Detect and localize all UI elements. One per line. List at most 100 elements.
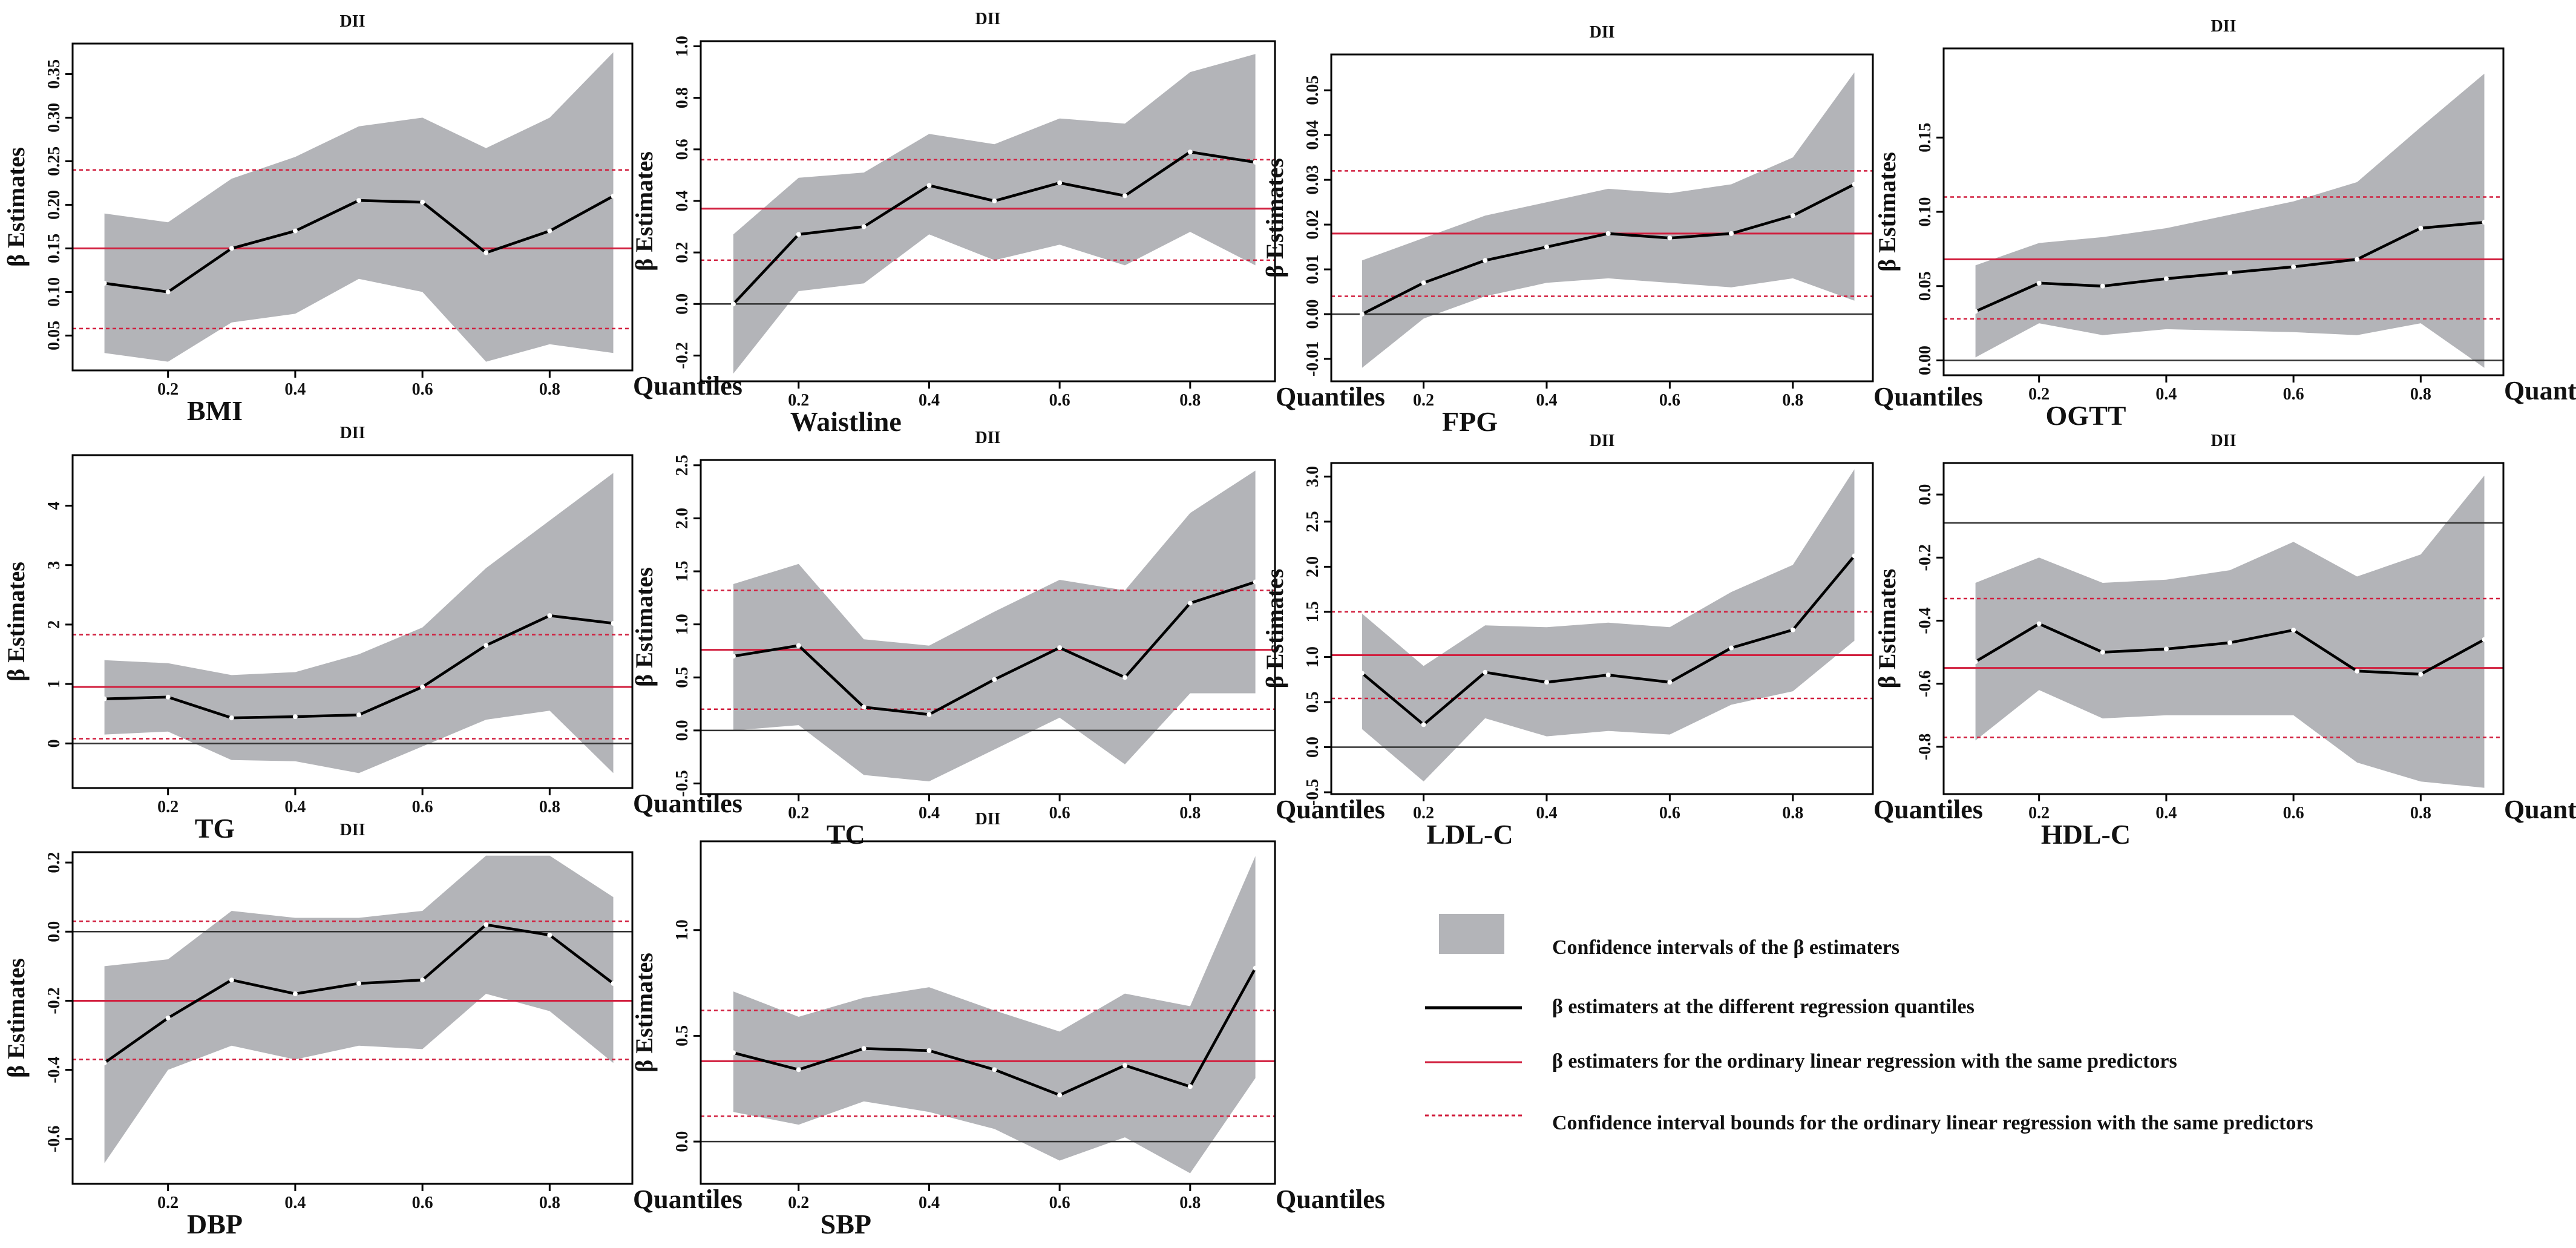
ci-band [733,54,1256,374]
x-tick-label: 0.2 [788,804,809,823]
y-tick-label: -0.2 [673,342,692,369]
ci-band [1975,73,2485,368]
x-tick-label: 0.6 [1049,391,1070,410]
y-tick-label: 1.0 [1303,646,1322,668]
y-axis-label: β Estimates [631,953,658,1072]
panel-title: DII [339,821,365,839]
panels: 0.2 0.4 0.6 0.80.050.100.150.200.250.300.35… [2,10,2576,1240]
quantile-point [1421,722,1426,727]
x-tick-label: 0.4 [919,804,940,823]
quantile-point [730,1050,736,1056]
y-tick-label: 1.0 [673,614,692,635]
quantile-point [102,281,107,286]
panel-sbp: 0.2 0.4 0.6 0.8 0.0 0.5 1.0 DII β Estimates Quant… [631,810,1385,1240]
y-tick-label: 0 [45,739,64,747]
x-axis-label: Quantiles [1276,382,1385,412]
y-tick-label: 0.05 [1916,271,1935,301]
legend-line-label: β estimaters at the different regression… [1552,996,1975,1018]
quantile-point [796,1067,801,1072]
ci-band [733,856,1256,1174]
quantile-point [1729,645,1734,651]
legend-ci-label: Confidence interval bounds for the ordin… [1552,1112,2313,1134]
variable-name: LDL-C [1426,819,1513,850]
y-tick-label: 0.00 [1916,346,1935,375]
quantile-point [1122,1063,1127,1068]
x-tick-label: 0.8 [539,380,560,399]
quantile-point [229,246,234,251]
quantile-point [1667,680,1673,685]
y-axis-label: β Estimates [2,147,30,267]
plot-frame [71,454,634,789]
quantile-point [796,643,801,648]
quantile-point [1359,671,1365,676]
quantile-point [2163,276,2169,281]
panel-title: DII [2211,432,2236,450]
y-tick-label: 0.0 [45,921,64,942]
quantile-point [1421,280,1426,286]
y-tick-label: 0.25 [45,146,64,176]
quantile-point [483,922,489,927]
variable-name: DBP [187,1209,243,1240]
quantile-point [547,933,552,938]
x-tick-label: 0.2 [157,1194,179,1212]
quantile-point [2227,640,2233,645]
panel-tc: 0.2 0.4 0.6 0.8 -0.5 0.0 0.5 1.0 1.5 2.0 2.5 DII β E… [631,429,1385,850]
x-tick-label: 0.4 [284,1194,306,1212]
quantile-point [1187,149,1193,155]
x-axis-label: Quantiles [633,1184,742,1214]
quantile-point [926,1048,932,1053]
quantile-point [1667,235,1673,241]
panel-title: DII [975,10,1000,28]
panel-title: DII [1589,23,1614,42]
quantile-point [1253,965,1258,971]
x-tick-label: 0.6 [412,1194,433,1212]
x-axis-label: Quantiles [1873,382,1983,412]
quantile-point [992,198,997,203]
variable-name: BMI [187,395,243,426]
x-tick-label: 0.6 [1049,804,1070,823]
x-tick-label: 0.2 [788,1194,809,1212]
y-tick-label: 2.0 [1303,556,1322,577]
quantile-point [1852,182,1857,187]
panel-waistline: 0.2 0.4 0.6 0.8 -0.2 0.0 0.2 0.4 0.6 0.8 1.0 DII β E… [631,10,1385,437]
quantile-point [547,613,552,619]
y-axis-label: β Estimates [1873,569,1901,689]
x-tick-label: 0.6 [2283,804,2304,823]
quantile-point [229,715,234,721]
y-axis-label: β Estimates [1261,158,1288,278]
quantile-point [1187,1084,1193,1089]
x-tick-label: 0.4 [284,380,306,399]
ci-band [1362,72,1855,368]
quantile-point [992,677,997,682]
y-tick-label: 0.2 [45,852,64,873]
x-tick-label: 0.4 [1536,391,1557,410]
ci-band [104,473,614,773]
y-tick-label: 0.05 [45,321,64,350]
quantile-point [356,712,362,718]
variable-name: HDL-C [2041,819,2131,850]
y-tick-label: 2.0 [673,508,692,529]
quantile-point [730,301,736,307]
x-tick-label: 0.8 [1782,391,1803,410]
y-tick-label: 0.8 [673,87,692,108]
y-axis-label: β Estimates [1873,152,1901,272]
y-tick-label: -0.5 [1303,779,1322,806]
y-tick-label: 0.0 [673,1131,692,1152]
quantile-point [1790,213,1795,218]
y-tick-label: 0.00 [1303,300,1322,329]
quantile-point [292,228,298,234]
y-tick-label: 0.03 [1303,165,1322,195]
x-tick-label: 0.8 [2410,804,2431,823]
quantile-point [1483,669,1488,675]
x-tick-label: 0.6 [1659,804,1680,823]
y-tick-label: -0.6 [45,1126,64,1152]
y-tick-label: -0.5 [673,770,692,796]
x-tick-label: 0.4 [919,1194,940,1212]
x-tick-label: 0.8 [539,798,560,816]
quantile-point [611,194,616,199]
x-tick-label: 0.2 [1413,804,1434,823]
y-axis-label: β Estimates [1261,569,1288,689]
quantile-point [420,977,425,983]
y-tick-label: 1.5 [1303,601,1322,622]
